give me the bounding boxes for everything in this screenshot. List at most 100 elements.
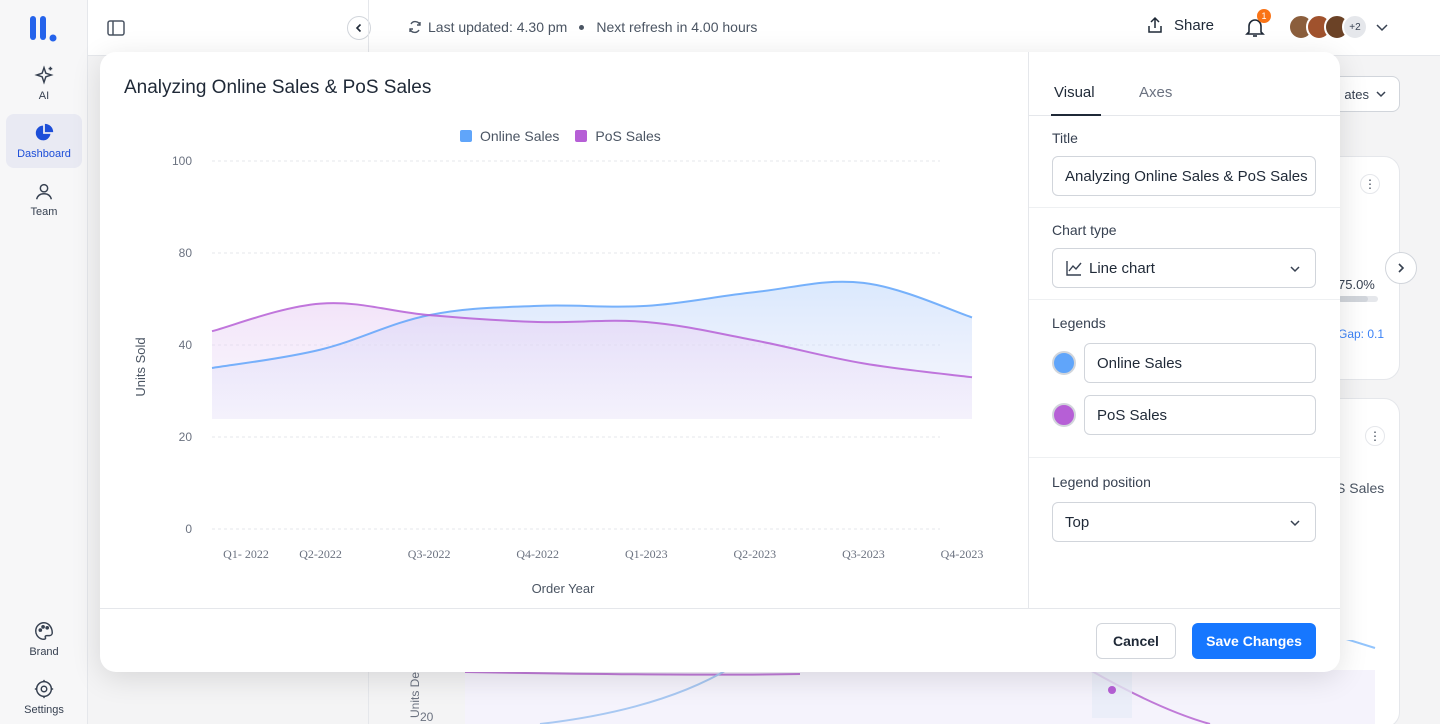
app-logo[interactable] <box>28 14 62 44</box>
chevron-left-icon <box>355 23 362 33</box>
y-axis-label: Units Sold <box>133 337 148 396</box>
title-section: Title Analyzing Online Sales & PoS Sales <box>1029 116 1340 208</box>
share-button[interactable]: Share <box>1146 16 1214 34</box>
modal-footer: Cancel Save Changes <box>100 608 1340 672</box>
collaborator-avatars[interactable]: +2 <box>1288 14 1368 40</box>
progress-fill <box>1338 296 1368 302</box>
title-label: Title <box>1052 130 1078 146</box>
legend-item[interactable]: Online Sales <box>460 128 559 144</box>
y-tick-label: 0 <box>185 522 192 536</box>
line-chart: 0 20 40 80 100 Q1- 2022 Q2-2022 Q3-2022 Q4-2022 Q… <box>133 154 984 596</box>
date-filter-label: ates <box>1344 86 1369 102</box>
collapse-button[interactable] <box>347 16 371 40</box>
chart-type-select[interactable]: Line chart <box>1052 248 1316 288</box>
next-refresh-text: Next refresh in 4.00 hours <box>596 19 758 35</box>
share-label: Share <box>1174 16 1215 34</box>
sidebar-item-label: AI <box>38 90 50 102</box>
save-changes-button[interactable]: Save Changes <box>1192 623 1316 659</box>
series-line[interactable] <box>211 280 973 369</box>
x-tick-label: Q3-2022 <box>408 547 451 561</box>
background-y-tick: 20 <box>420 710 434 724</box>
more-options-icon[interactable]: ⋮ <box>1365 426 1385 446</box>
legend-item[interactable]: PoS Sales <box>575 128 661 144</box>
legend-swatch <box>575 130 588 142</box>
sidebar-item-team[interactable]: Team <box>6 172 82 226</box>
more-options-icon[interactable]: ⋮ <box>1360 174 1380 194</box>
sidebar-item-brand[interactable]: Brand <box>6 612 82 666</box>
x-tick-label: Q2-2023 <box>734 547 777 561</box>
chart-title: Analyzing Online Sales & PoS Sales <box>124 77 432 98</box>
sidebar: AI Dashboard Team Brand Settings <box>0 0 88 724</box>
chart-type-label: Chart type <box>1052 222 1117 238</box>
legend-swatch <box>460 130 472 142</box>
gear-icon <box>34 679 54 699</box>
chevron-down-icon <box>1290 266 1300 273</box>
tab-axes[interactable]: Axes <box>1139 84 1173 101</box>
sidebar-item-label: Settings <box>24 704 64 716</box>
legend-name-input[interactable]: Online Sales <box>1084 343 1316 383</box>
x-axis-label: Order Year <box>532 581 596 596</box>
legend-color-picker[interactable] <box>1052 403 1076 427</box>
x-tick-label: Q2-2022 <box>299 547 342 561</box>
active-tab-indicator <box>1051 114 1101 116</box>
legend-color-picker[interactable] <box>1052 351 1076 375</box>
next-card-button[interactable] <box>1385 252 1417 284</box>
separator-dot <box>579 24 585 30</box>
legend-label: Online Sales <box>480 128 560 144</box>
series-line[interactable] <box>211 302 973 379</box>
edit-chart-modal: Analyzing Online Sales & PoS Sales Onlin… <box>100 52 1340 672</box>
bell-icon[interactable] <box>1244 16 1266 38</box>
y-tick-label: 20 <box>179 430 193 444</box>
settings-tabs: Visual Axes <box>1029 52 1340 116</box>
legend-name-input[interactable]: PoS Sales <box>1084 395 1316 435</box>
legend-position-label: Legend position <box>1052 474 1151 490</box>
more-avatars-count: +2 <box>1342 14 1368 40</box>
progress-percent: 75.0% <box>1338 277 1375 292</box>
chart-settings-panel: Visual Axes Title Analyzing Online Sales… <box>1029 52 1340 608</box>
cancel-button[interactable]: Cancel <box>1096 623 1176 659</box>
share-icon <box>1148 16 1162 33</box>
y-tick-label: 40 <box>179 338 193 352</box>
sidebar-item-dashboard[interactable]: Dashboard <box>6 114 82 168</box>
sidebar-item-settings[interactable]: Settings <box>6 670 82 724</box>
team-icon <box>35 183 53 200</box>
series-area <box>212 303 972 419</box>
series-label: S Sales <box>1336 480 1385 496</box>
legend-position-section: Legend position Top <box>1029 458 1340 608</box>
background-chart <box>464 640 1376 724</box>
chevron-down-icon <box>1290 520 1300 527</box>
x-tick-label: Q4-2022 <box>516 547 559 561</box>
chart-type-section: Chart type Line chart <box>1029 208 1340 300</box>
x-tick-label: Q3-2023 <box>842 547 885 561</box>
top-bar: Last updated: 4.30 pm Next refresh in 4.… <box>88 0 1440 56</box>
refresh-icon[interactable] <box>408 20 422 34</box>
sidebar-toggle-icon[interactable] <box>106 18 126 38</box>
x-tick-label: Q4-2023 <box>941 547 984 561</box>
progress-bar <box>1338 296 1378 302</box>
sidebar-item-label: Brand <box>29 646 59 658</box>
title-input[interactable]: Analyzing Online Sales & PoS Sales <box>1052 156 1316 196</box>
chevron-down-icon <box>1376 91 1386 98</box>
palette-icon <box>35 622 53 640</box>
sidebar-item-ai[interactable]: AI <box>6 56 82 110</box>
refresh-status: Last updated: 4.30 pm Next refresh in 4.… <box>408 19 757 35</box>
legends-label: Legends <box>1052 315 1106 331</box>
sparkle-icon <box>34 65 54 85</box>
line-chart-icon <box>1066 261 1082 276</box>
chart-legend: Online Sales PoS Sales <box>460 128 661 144</box>
notification-badge: 1 <box>1257 9 1271 23</box>
legend-position-value: Top <box>1065 513 1090 531</box>
sidebar-item-label: Dashboard <box>17 148 71 160</box>
chart-type-value: Line chart <box>1089 259 1155 277</box>
y-tick-label: 80 <box>179 246 193 260</box>
x-tick-label: Q1-2023 <box>625 547 668 561</box>
tab-visual[interactable]: Visual <box>1054 84 1095 101</box>
legend-position-select[interactable]: Top <box>1052 502 1316 542</box>
y-tick-label: 100 <box>172 154 192 168</box>
chevron-right-icon <box>1398 263 1405 273</box>
chevron-down-icon[interactable] <box>1375 20 1389 34</box>
legend-label: PoS Sales <box>595 128 661 144</box>
last-updated-text: Last updated: 4.30 pm <box>428 19 568 35</box>
legends-section: Legends Online Sales PoS Sales <box>1029 300 1340 458</box>
gap-text: Gap: 0.1 <box>1338 327 1385 341</box>
